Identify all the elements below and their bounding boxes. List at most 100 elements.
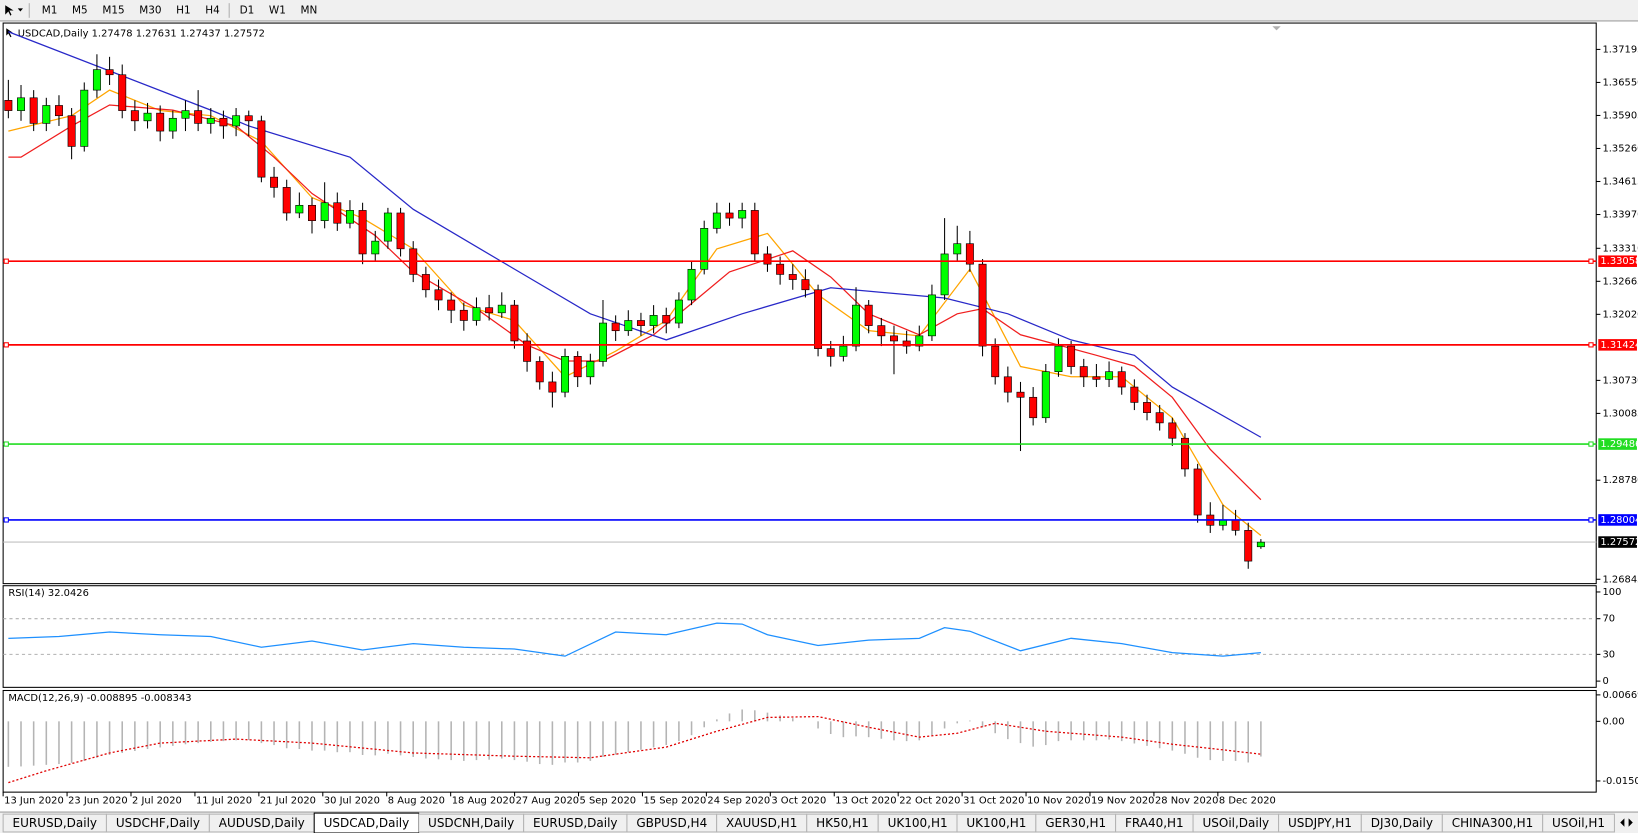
level-label: 1.29486 xyxy=(1600,439,1638,450)
candle-body xyxy=(965,243,974,265)
tab-label[interactable]: USOil,Daily xyxy=(1202,816,1269,830)
y-tick-label: 1.30085 xyxy=(1602,408,1638,419)
candle-body xyxy=(168,117,177,132)
candle-body xyxy=(143,112,152,122)
candle-body xyxy=(459,309,468,321)
candle-body xyxy=(599,322,607,362)
timeframe-button[interactable]: M1 xyxy=(42,4,58,16)
level-handle xyxy=(1588,258,1594,264)
candle-body xyxy=(1003,376,1012,393)
timeframe-button[interactable]: H1 xyxy=(176,4,190,16)
candle-body xyxy=(345,210,354,224)
tab-label[interactable]: GER30,H1 xyxy=(1045,816,1106,830)
candle-body xyxy=(194,110,203,124)
candle-body xyxy=(548,381,557,393)
tab-scroll-left[interactable] xyxy=(1620,818,1625,827)
candle-body xyxy=(927,294,936,337)
tab-label[interactable]: USDCNH,Daily xyxy=(428,816,514,830)
tab-label[interactable]: USDJPY,H1 xyxy=(1288,816,1352,830)
candle-body xyxy=(447,299,456,311)
candle-body xyxy=(396,212,405,250)
y-tick-label: 30 xyxy=(1602,649,1615,660)
candle-body xyxy=(1029,396,1038,419)
candle-body xyxy=(29,97,38,124)
y-tick-label: 1.37195 xyxy=(1602,44,1638,55)
candle-body xyxy=(1168,422,1177,439)
cursor-icon[interactable] xyxy=(5,5,14,16)
candle-body xyxy=(1016,391,1025,398)
x-tick-label: 27 Aug 2020 xyxy=(516,796,579,807)
tab-label[interactable]: USDCHF,Daily xyxy=(116,816,200,830)
level-handle xyxy=(3,342,9,348)
candle-body xyxy=(991,345,1000,378)
timeframe-button[interactable]: M5 xyxy=(72,4,88,16)
timeframe-button[interactable]: MN xyxy=(301,4,318,16)
candle-body xyxy=(776,263,785,275)
y-tick-label: 0.00 xyxy=(1602,716,1624,727)
x-tick-label: 8 Aug 2020 xyxy=(388,796,445,807)
tab-label[interactable]: UK100,H1 xyxy=(888,816,948,830)
level-label: 1.33058 xyxy=(1600,256,1638,267)
level-label-box xyxy=(1598,438,1637,450)
tab-label[interactable]: XAUUSD,H1 xyxy=(726,816,797,830)
x-tick-label: 19 Nov 2020 xyxy=(1091,796,1154,807)
candle-body xyxy=(383,212,392,242)
toolbar xyxy=(0,0,1638,21)
x-tick-label: 11 Jul 2020 xyxy=(196,796,252,807)
timeframe-button[interactable]: W1 xyxy=(269,4,286,16)
y-tick-label: 0.006692 xyxy=(1602,690,1638,701)
candle-body xyxy=(902,340,911,347)
candle-body xyxy=(308,204,316,221)
tab-label[interactable]: USDCAD,Daily xyxy=(324,816,410,830)
candle-body xyxy=(1079,366,1088,378)
candle-body xyxy=(763,253,772,265)
y-tick-label: 1.26845 xyxy=(1602,574,1638,585)
candle-body xyxy=(434,289,443,301)
x-tick-label: 28 Nov 2020 xyxy=(1155,796,1218,807)
candle-body xyxy=(1041,371,1050,419)
x-tick-label: 8 Dec 2020 xyxy=(1219,796,1276,807)
candle-body xyxy=(371,240,380,255)
y-tick-label: 1.35260 xyxy=(1602,143,1638,154)
dropdown-arrow[interactable] xyxy=(17,8,23,12)
tab-label[interactable]: EURUSD,Daily xyxy=(533,816,618,830)
candle-body xyxy=(282,187,291,214)
tab[interactable] xyxy=(1542,813,1615,833)
tab-label[interactable]: GBPUSD,H4 xyxy=(636,816,707,830)
timeframe-buttons: M1 M5 M15 M30 H1 H4 D1 W1 MN xyxy=(42,3,318,18)
candle-body xyxy=(750,210,759,255)
timeframe-button[interactable]: D1 xyxy=(240,4,255,16)
tab-label[interactable]: HK50,H1 xyxy=(816,816,869,830)
y-tick-label: 1.32665 xyxy=(1602,276,1638,287)
candle-body xyxy=(295,204,304,214)
level-label-box xyxy=(1598,514,1637,526)
timeframe-button[interactable]: M15 xyxy=(102,4,124,16)
candle-body xyxy=(1218,519,1227,526)
timeframe-button[interactable]: M30 xyxy=(139,4,161,16)
tab-label[interactable]: DJ30,Daily xyxy=(1371,816,1433,830)
moving-average xyxy=(8,31,1262,438)
candle-body xyxy=(219,117,228,127)
panel-title: RSI(14) 32.0426 xyxy=(8,588,89,599)
timeframe-button[interactable]: H4 xyxy=(205,4,220,16)
candle-body xyxy=(700,228,709,270)
candle-body xyxy=(636,320,645,326)
candle-body xyxy=(561,356,570,393)
x-tick-label: 23 Jun 2020 xyxy=(68,796,128,807)
candle-body xyxy=(523,340,532,362)
tab-label[interactable]: CHINA300,H1 xyxy=(1452,816,1534,830)
macd-chart: MACD(12,26,9) -0.008895 -0.008343 0.00669… xyxy=(7,690,1638,787)
candle-body xyxy=(105,69,114,76)
level-label: 1.31424 xyxy=(1600,340,1638,351)
candle-body xyxy=(852,304,860,347)
candle-body xyxy=(573,356,582,378)
tab-label[interactable]: FRA40,H1 xyxy=(1125,816,1184,830)
candle-body xyxy=(156,112,165,132)
tab-label[interactable]: AUDUSD,Daily xyxy=(219,816,305,830)
level-handle xyxy=(1588,517,1594,523)
tab-scroll-right[interactable] xyxy=(1628,818,1633,827)
tab-label[interactable]: USOil,H1 xyxy=(1552,816,1605,830)
candle-body xyxy=(1067,345,1076,367)
tab-label[interactable]: EURUSD,Daily xyxy=(13,816,98,830)
tab-label[interactable]: UK100,H1 xyxy=(966,816,1026,830)
